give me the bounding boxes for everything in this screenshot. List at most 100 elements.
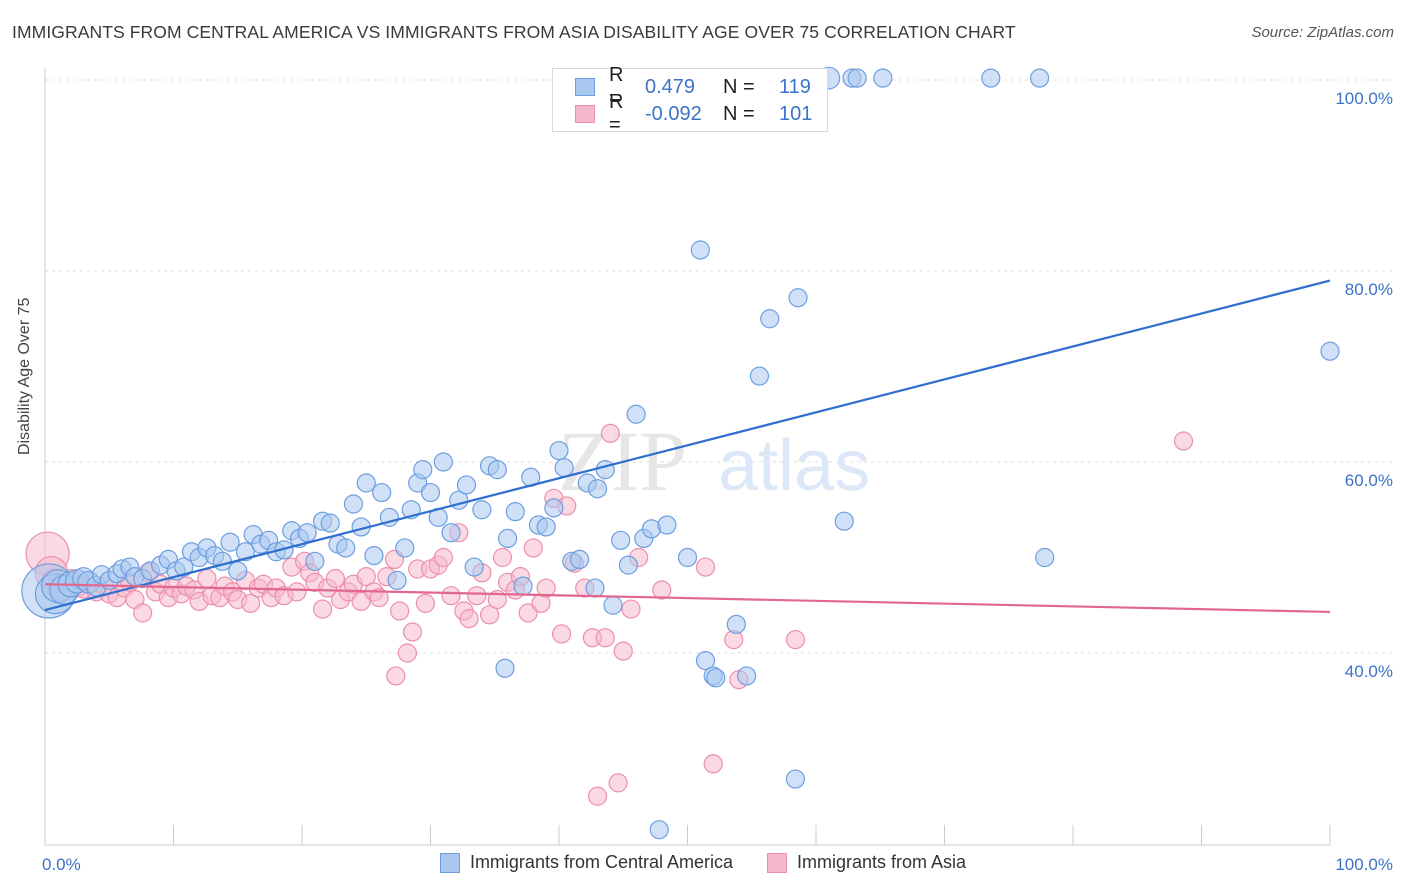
data-point [695, 651, 716, 671]
data-point [413, 460, 433, 480]
data-point [536, 517, 556, 537]
data-point [618, 555, 638, 575]
data-point [569, 549, 590, 570]
legend-label: Immigrants from Central America [469, 852, 734, 872]
data-point [544, 498, 564, 518]
data-point [441, 586, 461, 606]
data-point [595, 460, 615, 480]
pink-swatch [575, 105, 595, 123]
data-point [498, 528, 518, 549]
data-point [402, 622, 423, 642]
data-point [621, 599, 641, 619]
data-point [785, 769, 806, 789]
data-point [505, 502, 525, 522]
n-label: N = [723, 75, 755, 98]
x-tick-label-min: 0.0% [42, 855, 81, 874]
data-point [706, 668, 726, 688]
data-point [480, 605, 500, 625]
data-point [472, 500, 492, 520]
data-point [873, 68, 893, 88]
data-point [420, 482, 441, 503]
r-value: -0.092 [645, 102, 702, 125]
data-point [626, 404, 646, 424]
r-value: 0.479 [645, 75, 696, 98]
legend-item-asia[interactable]: Immigrants from Asia [767, 852, 966, 873]
data-point [551, 624, 572, 644]
data-point [657, 515, 677, 535]
data-point [613, 641, 633, 661]
y-tick-label: 60.0% [1345, 471, 1393, 490]
data-point [981, 68, 1001, 88]
data-point [1320, 341, 1340, 361]
y-tick-label: 100.0% [1335, 89, 1393, 108]
data-point [726, 614, 746, 634]
n-value: 119 [779, 75, 811, 98]
data-point [433, 547, 453, 568]
data-point [587, 479, 608, 499]
data-point [356, 566, 376, 587]
data-point [785, 630, 806, 650]
legend-row-asia: R = -0.092 N = 101 [575, 91, 812, 136]
data-point [395, 538, 415, 558]
data-point [652, 580, 672, 600]
data-point [600, 423, 621, 443]
data-point [356, 473, 376, 493]
data-point [847, 68, 867, 88]
data-point [297, 523, 317, 543]
data-point [456, 475, 477, 495]
data-point [587, 786, 608, 806]
data-point [220, 532, 240, 552]
y-axis-label: Disability Age Over 75 [16, 297, 33, 455]
data-point [690, 240, 710, 260]
data-point [212, 551, 232, 571]
data-point [464, 557, 484, 577]
data-point [386, 666, 406, 686]
data-point [1035, 547, 1055, 568]
data-point [336, 538, 356, 558]
data-point [518, 603, 538, 623]
tick-labels: 40.0% 60.0% 80.0% 100.0% 0.0% 100.0% [42, 89, 1393, 874]
chart-title: IMMIGRANTS FROM CENTRAL AMERICA VS IMMIG… [12, 22, 1016, 42]
data-point [695, 557, 716, 577]
legend-item-central-america[interactable]: Immigrants from Central America [439, 852, 734, 873]
blue-swatch [439, 852, 460, 873]
data-point [585, 578, 605, 598]
series-legend: Immigrants from Central America Immigran… [0, 852, 1406, 873]
data-point [737, 666, 757, 686]
data-point [459, 609, 479, 629]
gridlines [45, 79, 1392, 654]
data-point [549, 440, 569, 461]
pink-swatch [767, 852, 788, 873]
data-point [703, 754, 723, 774]
data-point [595, 628, 615, 648]
trend-line-asia [44, 583, 1331, 614]
data-point [369, 588, 389, 608]
data-point [467, 586, 487, 606]
data-point [241, 593, 261, 613]
data-point [228, 561, 248, 581]
data-point [197, 568, 217, 589]
data-point [433, 452, 453, 472]
data-point [397, 643, 417, 663]
data-point [387, 570, 407, 591]
data-point [513, 576, 533, 596]
data-point [603, 595, 623, 615]
data-point [441, 523, 461, 543]
data-point [554, 458, 574, 478]
data-point [1173, 431, 1194, 451]
legend-label: Immigrants from Asia [797, 852, 967, 872]
data-point [325, 568, 346, 589]
data-point [492, 547, 513, 568]
data-point [788, 288, 808, 308]
data-point [611, 530, 631, 550]
data-point [372, 482, 392, 503]
trend-lines [44, 279, 1331, 614]
x-tick-label-max: 100.0% [1335, 855, 1393, 874]
blue-swatch [575, 78, 595, 96]
data-point [487, 460, 507, 480]
data-point [834, 511, 854, 531]
data-point [174, 557, 194, 577]
data-point [749, 366, 770, 386]
data-point [320, 513, 340, 533]
